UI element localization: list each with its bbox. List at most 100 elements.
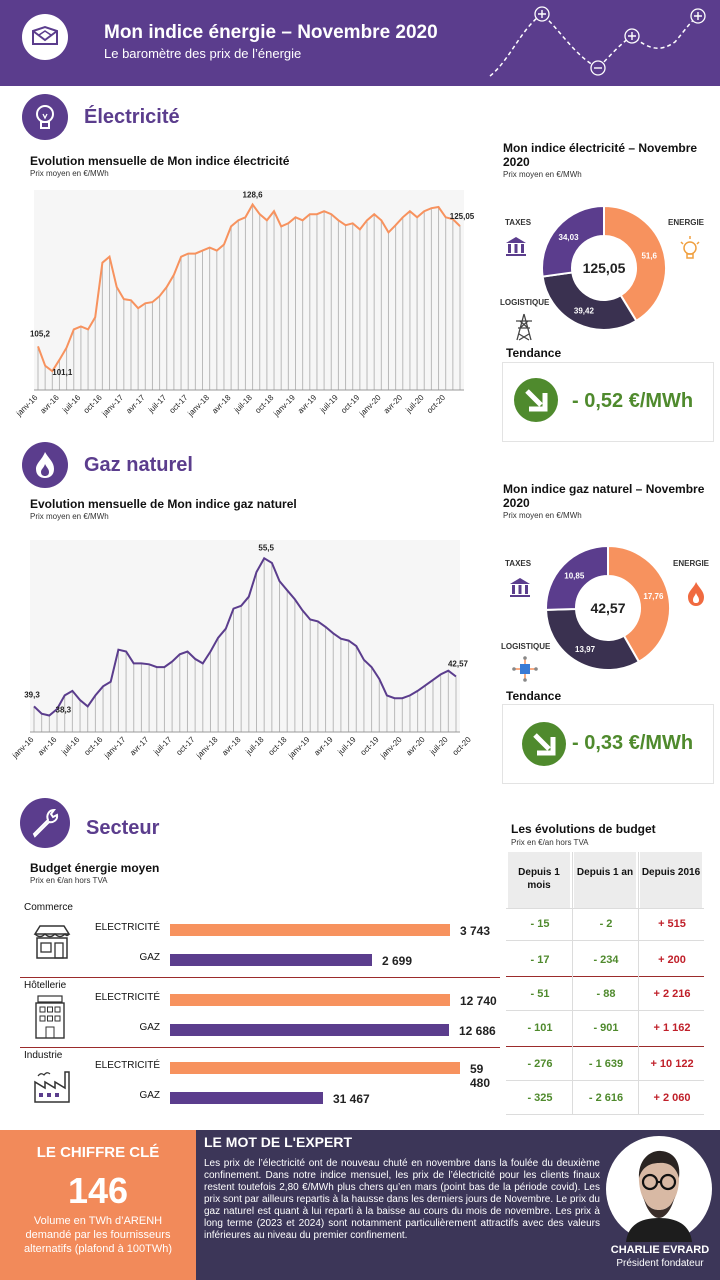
bulb-section-badge bbox=[22, 94, 68, 140]
grid-network-icon bbox=[512, 656, 538, 682]
expert-text: Les prix de l’électricité ont de nouveau… bbox=[204, 1158, 600, 1241]
budget-table-unit: Prix en €/an hors TVA bbox=[511, 838, 589, 847]
shop-icon bbox=[33, 925, 71, 959]
gas-donut-title: Mon indice gaz naturel – Novembre 2020 bbox=[503, 482, 705, 510]
budget-bar bbox=[170, 924, 450, 936]
table-cell: + 200 bbox=[658, 954, 686, 966]
table-header-label: Depuis 1 mois bbox=[518, 867, 560, 891]
table-row-divider bbox=[506, 1046, 704, 1047]
gas-trend-value: - 0,33 €/MWh bbox=[572, 732, 694, 754]
x-tick-label: oct-20 bbox=[425, 393, 447, 415]
x-tick-label: janv-18 bbox=[194, 735, 220, 761]
donut-slice bbox=[542, 271, 638, 330]
table-cell: - 901 bbox=[593, 1022, 619, 1034]
budget-bar bbox=[170, 994, 450, 1006]
page-subtitle: Le baromètre des prix de l’énergie bbox=[104, 46, 302, 61]
bar-value: 12 686 bbox=[459, 1024, 496, 1038]
donut-slice bbox=[607, 546, 670, 664]
table-row-divider bbox=[506, 1010, 704, 1011]
x-tick-label: juil-19 bbox=[318, 393, 341, 416]
lightbulb-energy-icon bbox=[680, 236, 700, 259]
x-tick-label: juil-18 bbox=[232, 393, 255, 416]
table-cell: - 1 639 bbox=[588, 1058, 624, 1070]
sector-name: Commerce bbox=[24, 902, 73, 913]
x-tick-label: avr-16 bbox=[36, 735, 59, 758]
x-tick-label: avr-19 bbox=[312, 735, 335, 758]
gas-taxes-label: TAXES bbox=[505, 559, 532, 568]
budget-bar bbox=[170, 954, 372, 966]
table-row-divider bbox=[506, 976, 704, 977]
table-header-cell: Depuis 1 an bbox=[574, 852, 636, 908]
table-cell: - 101 bbox=[527, 1022, 553, 1034]
electricity-donut-unit: Prix moyen en €/MWh bbox=[503, 170, 582, 179]
donut-slice-label: 39,42 bbox=[574, 306, 595, 315]
x-tick-label: juil-20 bbox=[428, 735, 451, 758]
donut-slice-label: 17,76 bbox=[643, 592, 664, 601]
electricity-logistique-label: LOGISTIQUE bbox=[500, 298, 550, 307]
wrench-icon bbox=[32, 808, 59, 838]
electricity-taxes-label: TAXES bbox=[505, 218, 532, 227]
sector-separator bbox=[20, 1047, 500, 1048]
data-label: 38,3 bbox=[56, 706, 72, 715]
x-tick-label: avr-18 bbox=[210, 393, 233, 416]
table-row-divider bbox=[506, 1114, 704, 1115]
budget-bar bbox=[170, 1024, 449, 1036]
table-cell: - 88 bbox=[596, 988, 616, 1000]
electricity-donut-chart: 51,6 39,42 34,03 125,05 bbox=[542, 206, 666, 330]
x-tick-label: juil-19 bbox=[336, 735, 359, 758]
table-cell: + 2 216 bbox=[653, 988, 691, 1000]
donut-slice bbox=[546, 546, 609, 611]
x-tick-label: juil-16 bbox=[60, 393, 83, 416]
data-label: 39,3 bbox=[24, 690, 40, 699]
lightbulb-icon bbox=[36, 105, 54, 129]
table-row-divider bbox=[506, 940, 704, 941]
table-cell: - 17 bbox=[530, 954, 550, 966]
gas-section-title: Gaz naturel bbox=[84, 454, 193, 476]
bank-icon bbox=[506, 237, 526, 256]
donut-slice-label: 10,85 bbox=[564, 571, 585, 580]
table-header-cell: Depuis 2016 bbox=[640, 852, 702, 908]
bar-label: ELECTRICITÉ bbox=[94, 992, 160, 1003]
expert-portrait-avatar bbox=[606, 1136, 712, 1242]
data-label: 101,1 bbox=[52, 368, 73, 377]
chart-plot-area bbox=[30, 540, 460, 732]
expert-name: CHARLIE EVRARD bbox=[610, 1244, 710, 1256]
donut-slice bbox=[603, 206, 666, 323]
bank-icon bbox=[510, 578, 530, 597]
bar-value: 2 699 bbox=[382, 954, 413, 968]
page-title: Mon indice énergie – Novembre 2020 bbox=[104, 22, 438, 43]
x-tick-label: juil-17 bbox=[151, 735, 174, 758]
budget-evolution-table: Depuis 1 mois Depuis 1 an Depuis 2016 - 15 -… bbox=[506, 852, 704, 1122]
gas-trend-box bbox=[502, 704, 714, 784]
x-tick-label: oct-20 bbox=[451, 735, 473, 757]
x-tick-label: avr-16 bbox=[38, 393, 61, 416]
data-label: 128,6 bbox=[243, 191, 264, 200]
bar-label: GAZ bbox=[139, 1022, 160, 1033]
x-tick-label: avr-17 bbox=[128, 735, 151, 758]
electricity-trend-box bbox=[502, 362, 714, 442]
chart-series-line bbox=[37, 202, 461, 373]
arrow-down-right-icon bbox=[525, 389, 548, 412]
gas-energie-label: ENERGIE bbox=[673, 559, 710, 568]
x-tick-label: janv-20 bbox=[357, 393, 383, 419]
gas-trend-arrow bbox=[522, 722, 566, 766]
factory-icon bbox=[34, 1071, 70, 1103]
key-figure-panel: LE CHIFFRE CLÉ 146 Volume en TWh d’ARENH… bbox=[0, 1130, 196, 1280]
table-header-label: Depuis 1 an bbox=[576, 867, 634, 878]
expert-role: Président fondateur bbox=[616, 1258, 704, 1269]
expert-title: LE MOT DE L'EXPERT bbox=[204, 1134, 353, 1150]
brand-logo bbox=[22, 14, 68, 60]
electricity-trend-label: Tendance bbox=[506, 346, 562, 360]
table-column-divider bbox=[638, 852, 639, 1114]
budget-table-title: Les évolutions de budget bbox=[511, 822, 656, 836]
x-tick-label: avr-18 bbox=[220, 735, 243, 758]
pylon-icon bbox=[516, 313, 532, 341]
x-tick-label: avr-19 bbox=[296, 393, 319, 416]
wrench-section-badge bbox=[20, 798, 70, 848]
table-cell: + 1 162 bbox=[653, 1022, 691, 1034]
x-tick-label: janv-17 bbox=[102, 735, 128, 761]
table-cell: - 325 bbox=[527, 1092, 553, 1104]
donut-slice-label: 34,03 bbox=[559, 233, 580, 242]
budget-unit: Prix en €/an hors TVA bbox=[30, 876, 108, 885]
